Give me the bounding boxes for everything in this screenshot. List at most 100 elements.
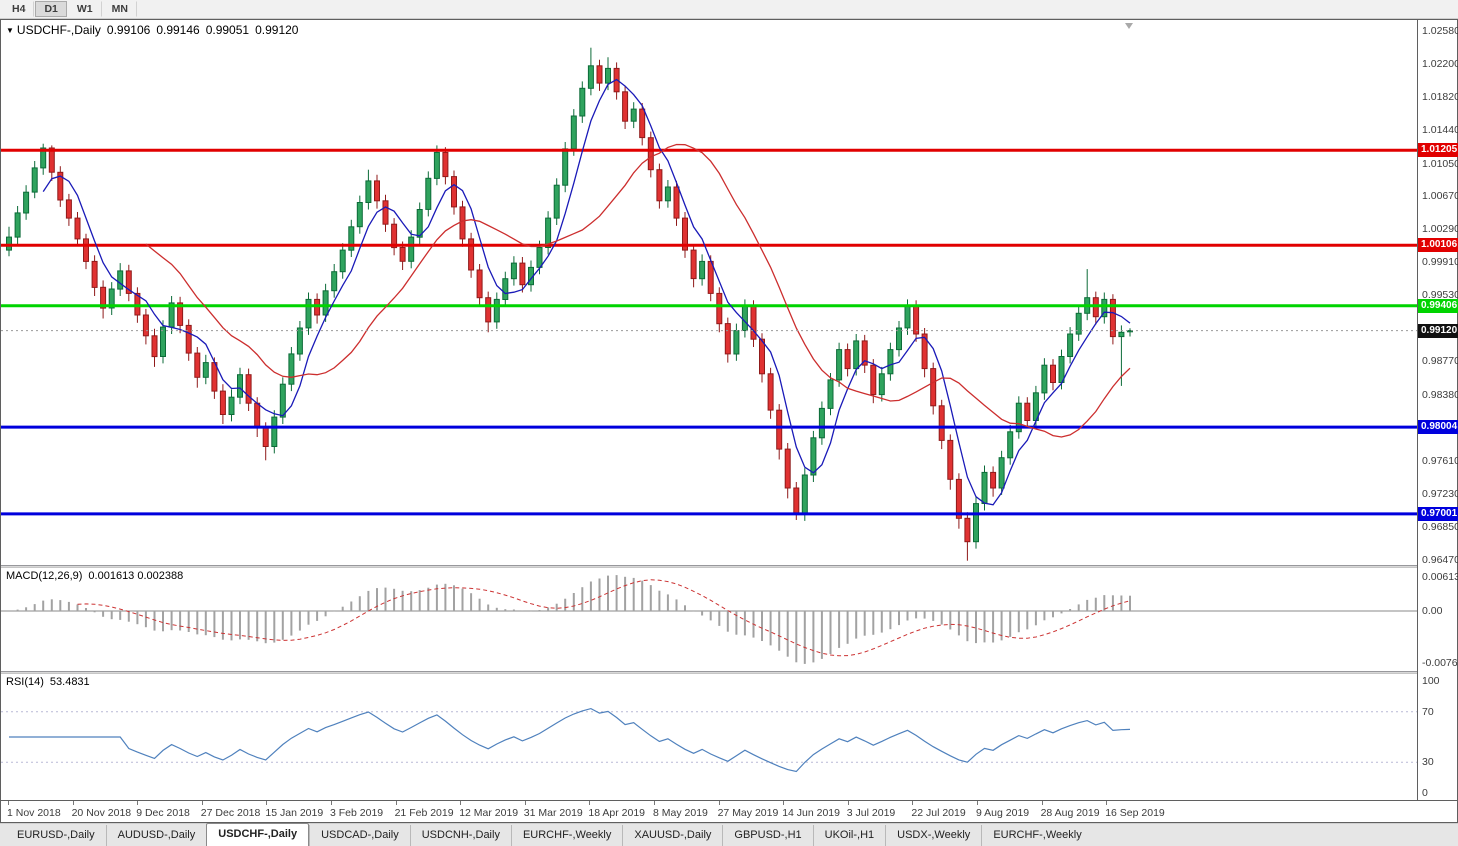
ohlc-high: 0.99146: [156, 23, 200, 37]
date-tick: [395, 801, 397, 805]
timeframe-button-w1[interactable]: W1: [68, 1, 102, 17]
rsi-line: [9, 707, 1131, 773]
chart-tab[interactable]: AUDUSD-,Daily: [105, 825, 207, 846]
price-tag: 1.00106: [1418, 238, 1458, 253]
rsi-pane-divider[interactable]: [1, 671, 1457, 674]
price-tag: 1.01205: [1418, 143, 1458, 158]
date-tick: [977, 801, 978, 805]
date-tick: [783, 801, 785, 805]
timeframe-button-d1[interactable]: D1: [35, 1, 67, 17]
date-label: 9 Aug 2019: [976, 807, 1030, 819]
price-tick-label: 0.99530: [1422, 289, 1458, 302]
symbol-timeframe-label: USDCHF-,Daily: [16, 23, 101, 37]
price-chart-canvas[interactable]: [1, 20, 1417, 565]
date-label: 3 Jul 2019: [846, 807, 896, 819]
price-tick-label: 1.01050: [1422, 157, 1458, 170]
candles-layer: [6, 47, 1133, 561]
timeframe-button-mn[interactable]: MN: [103, 1, 137, 17]
date-tick: [718, 801, 720, 805]
date-label: 16 Sep 2019: [1105, 807, 1165, 819]
price-tick-label: 1.02200: [1422, 58, 1458, 71]
macd-axis-label: 0.00: [1422, 604, 1443, 617]
price-tag: 0.99406: [1418, 298, 1458, 313]
macd-pane-divider[interactable]: [1, 565, 1457, 568]
timeframe-button-h4[interactable]: H4: [3, 1, 35, 17]
rsi-axis-label: 0: [1422, 787, 1428, 799]
main-chart-pane[interactable]: ▼ USDCHF-,Daily 0.99106 0.99146 0.99051 0.991…: [1, 20, 1417, 565]
date-label: 22 Jul 2019: [911, 807, 966, 819]
price-tick-label: 1.02580: [1422, 25, 1458, 38]
rsi-indicator-label: RSI(14) 53.4831: [6, 676, 90, 688]
rsi-axis-label: 70: [1422, 705, 1434, 718]
date-tick: [847, 801, 849, 805]
chart-tab[interactable]: EURUSD-,Daily: [17, 829, 95, 841]
price-tag: 0.97001: [1418, 506, 1458, 521]
price-axis[interactable]: 1.02580 1.02200 1.01820 1.01440 1.01050 1.006…: [1417, 20, 1458, 800]
chart-tab[interactable]: USDCNH-,Daily: [409, 825, 511, 846]
date-label: 27 May 2019: [717, 807, 779, 819]
date-label: 31 Mar 2019: [523, 807, 583, 819]
macd-indicator-label: MACD(12,26,9) 0.001613 0.002388: [6, 570, 184, 582]
date-label: 3 Feb 2019: [330, 807, 384, 819]
price-tick-label: 0.98770: [1422, 354, 1458, 367]
chart-tab[interactable]: EURCHF-,Weekly: [510, 825, 622, 846]
date-label: 27 Dec 2018: [200, 807, 261, 819]
macd-histogram-layer: [16, 575, 1131, 664]
price-tick-label: 0.97230: [1422, 488, 1458, 501]
date-label: 8 May 2019: [653, 807, 708, 819]
date-tick: [460, 801, 462, 805]
chart-tab[interactable]: UKOil-,H1: [812, 825, 886, 846]
ohlc-close: 0.99120: [255, 23, 299, 37]
macd-signal-line: [77, 579, 1131, 657]
price-tick-label: 1.00290: [1422, 223, 1458, 236]
date-tick: [201, 801, 203, 805]
chart-tab[interactable]: XAUUSD-,Daily: [622, 825, 722, 846]
macd-canvas[interactable]: [1, 568, 1417, 671]
chart-tab[interactable]: USDCHF-,Daily: [206, 823, 310, 846]
date-label: 18 Apr 2019: [588, 807, 646, 819]
date-tick: [912, 801, 914, 805]
chart-tab[interactable]: USDCAD-,Daily: [309, 825, 410, 846]
price-tag: 0.98004: [1418, 420, 1458, 435]
date-label: 12 Mar 2019: [459, 807, 519, 819]
time-axis[interactable]: 1 Nov 2018 20 Nov 2018 9 Dec 2018 27 Dec 20…: [1, 800, 1457, 822]
date-tick: [1041, 801, 1043, 805]
date-label: 9 Dec 2018: [136, 807, 190, 819]
timeframe-toolbar: H4 D1 W1 MN: [0, 0, 1458, 19]
price-tick-label: 0.96470: [1422, 553, 1458, 566]
ohlc-open: 0.99106: [106, 23, 151, 37]
date-label: 14 Jun 2019: [782, 807, 840, 819]
price-tick-label: 1.01820: [1422, 90, 1458, 103]
date-label: 15 Jan 2019: [265, 807, 324, 819]
rsi-pane[interactable]: RSI(14) 53.4831: [1, 674, 1417, 800]
date-tick: [1106, 801, 1108, 805]
date-tick: [137, 801, 139, 805]
price-tick-label: 1.00670: [1422, 190, 1458, 203]
macd-pane[interactable]: MACD(12,26,9) 0.001613 0.002388: [1, 568, 1417, 671]
ma-slow-line: [145, 143, 1131, 438]
date-tick: [8, 801, 9, 805]
date-label: 20 Nov 2018: [71, 807, 132, 819]
date-label: 1 Nov 2018: [7, 807, 61, 819]
symbol-dropdown-icon[interactable]: ▼: [6, 26, 14, 35]
chart-tab[interactable]: GBPUSD-,H1: [722, 825, 812, 846]
price-tick-label: 1.01440: [1422, 123, 1458, 136]
rsi-canvas[interactable]: [1, 674, 1417, 800]
chart-title: ▼ USDCHF-,Daily 0.99106 0.99146 0.99051 0.991…: [6, 23, 304, 37]
date-tick: [524, 801, 526, 805]
price-tick-label: 0.97610: [1422, 455, 1458, 468]
chart-tabs-bar: EURUSD-,Daily AUDUSD-,Daily USDCHF-,Daily U…: [0, 823, 1458, 846]
chart-tab[interactable]: USDX-,Weekly: [885, 825, 981, 846]
chart-shift-marker: [1125, 23, 1133, 29]
date-tick: [266, 801, 268, 805]
date-tick: [331, 801, 332, 805]
level-lines-layer: [1, 148, 1417, 516]
date-tick: [654, 801, 655, 805]
chart-tab[interactable]: EURCHF-,Weekly: [981, 825, 1092, 846]
price-tag: 0.99120: [1418, 323, 1458, 338]
rsi-axis-label: 30: [1422, 756, 1434, 769]
date-tick: [589, 801, 591, 805]
date-label: 21 Feb 2019: [394, 807, 454, 819]
